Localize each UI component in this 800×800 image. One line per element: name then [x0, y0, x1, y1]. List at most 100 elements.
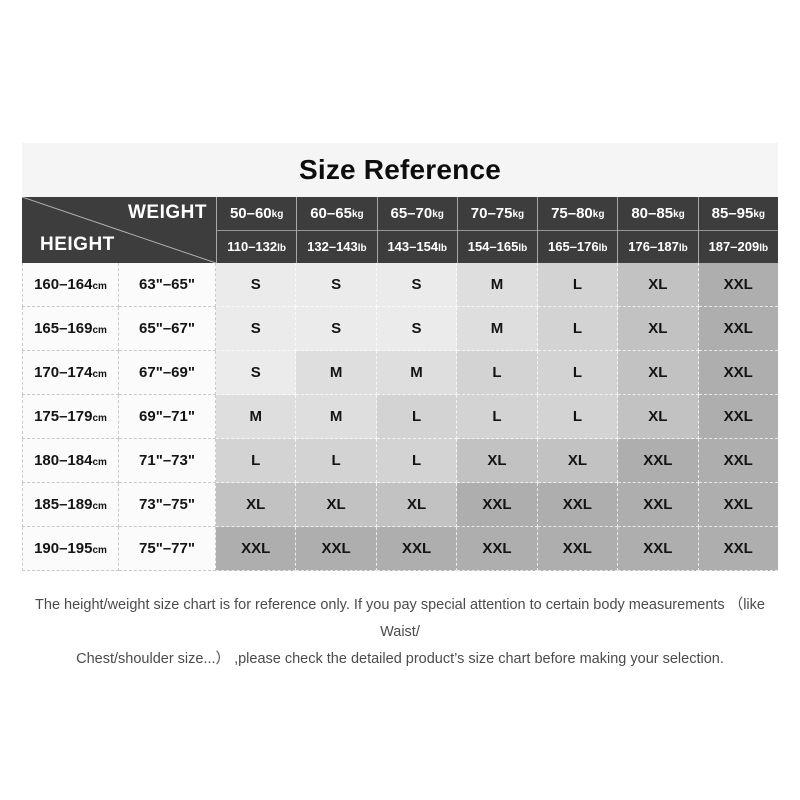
size-cell: L: [537, 263, 619, 307]
size-cell: XXL: [698, 527, 778, 571]
size-cell: XL: [618, 263, 699, 307]
size-cell: XL: [296, 483, 377, 527]
size-cell: XL: [537, 439, 619, 483]
size-cell: XXL: [698, 307, 778, 351]
size-cell: M: [296, 351, 377, 395]
table-row: 180–184 cm 71"–73" L L L XL XL XXL XXL: [22, 439, 778, 483]
table-header: WEIGHT HEIGHT 50–60 kg 110–132 lb 60–65 kg 132…: [22, 197, 778, 263]
weight-columns: 50–60 kg 110–132 lb 60–65 kg 132–143 lb 65–70 kg 1…: [216, 197, 778, 263]
size-cell: XXL: [698, 483, 778, 527]
size-cell: XXL: [618, 483, 699, 527]
height-cm-cell: 160–164 cm: [22, 263, 119, 307]
weight-kg-value: 50–60 kg: [217, 197, 297, 231]
size-cell: L: [537, 395, 619, 439]
size-cell: XXL: [296, 527, 377, 571]
size-cell: M: [376, 351, 458, 395]
height-axis-label: HEIGHT: [40, 234, 115, 255]
size-cell: XXL: [618, 439, 699, 483]
weight-column: 80–85 kg 176–187 lb: [617, 197, 698, 263]
weight-lb-value: 154–165 lb: [467, 239, 528, 255]
size-cell: XL: [618, 307, 699, 351]
weight-kg-value: 75–80 kg: [538, 197, 618, 231]
size-cell: XXL: [457, 527, 538, 571]
size-cell: XXL: [618, 527, 699, 571]
table-row: 185–189 cm 73"–75" XL XL XL XXL XXL XXL XXL: [22, 483, 778, 527]
weight-kg-value: 85–95 kg: [698, 197, 778, 231]
weight-column: 65–70 kg 143–154 lb: [376, 197, 457, 263]
table-body: 160–164 cm 63"–65" S S S M L XL XXL 165–169 cm 65"–6…: [22, 263, 778, 571]
size-cell: L: [537, 351, 619, 395]
size-cell: XXL: [698, 351, 778, 395]
weight-kg-value: 80–85 kg: [618, 197, 698, 231]
height-cm-cell: 165–169 cm: [22, 307, 119, 351]
size-cell: XL: [376, 483, 458, 527]
height-in-cell: 71"–73": [119, 439, 216, 483]
size-cell: L: [296, 439, 377, 483]
weight-kg-value: 70–75 kg: [457, 197, 538, 231]
weight-kg-value: 65–70 kg: [377, 197, 457, 231]
table-row: 165–169 cm 65"–67" S S S M L XL XXL: [22, 307, 778, 351]
table-row: 190–195 cm 75"–77" XXL XXL XXL XXL XXL XXL XXL: [22, 527, 778, 571]
size-cell: XL: [618, 395, 699, 439]
size-cell: XXL: [376, 527, 458, 571]
weight-column: 70–75 kg 154–165 lb: [456, 197, 538, 263]
height-in-cell: 63"–65": [119, 263, 216, 307]
height-cm-cell: 185–189 cm: [22, 483, 119, 527]
footer-note: The height/weight size chart is for refe…: [28, 592, 772, 673]
height-cm-cell: 170–174 cm: [22, 351, 119, 395]
diagonal-line: [22, 197, 216, 263]
table-row: 160–164 cm 63"–65" S S S M L XL XXL: [22, 263, 778, 307]
size-cell: XXL: [698, 439, 778, 483]
weight-column: 75–80 kg 165–176 lb: [537, 197, 618, 263]
size-cell: XXL: [698, 395, 778, 439]
weight-kg-value: 60–65 kg: [297, 197, 377, 231]
size-cell: XXL: [537, 483, 619, 527]
footer-line-1: The height/weight size chart is for refe…: [35, 597, 765, 640]
diagonal-header-cell: WEIGHT HEIGHT: [22, 197, 216, 263]
weight-axis-label: WEIGHT: [128, 202, 207, 223]
weight-column: 85–95 kg 187–209 lb: [697, 197, 778, 263]
size-cell: S: [216, 351, 297, 395]
size-cell: XXL: [457, 483, 538, 527]
height-in-cell: 69"–71": [119, 395, 216, 439]
size-cell: S: [376, 263, 458, 307]
size-cell: L: [537, 307, 619, 351]
size-cell: S: [296, 307, 377, 351]
size-cell: S: [216, 307, 297, 351]
size-cell: M: [457, 307, 538, 351]
size-cell: XL: [216, 483, 297, 527]
size-cell: S: [216, 263, 297, 307]
weight-lb-value: 110–132 lb: [227, 239, 287, 255]
table-row: 170–174 cm 67"–69" S M M L L XL XXL: [22, 351, 778, 395]
footer-line-2: Chest/shoulder size...） ,please check th…: [76, 651, 724, 667]
size-cell: XXL: [216, 527, 297, 571]
size-cell: M: [216, 395, 297, 439]
size-cell: XL: [457, 439, 538, 483]
size-cell: L: [457, 351, 538, 395]
height-cm-cell: 175–179 cm: [22, 395, 119, 439]
height-in-cell: 65"–67": [119, 307, 216, 351]
weight-lb-value: 132–143 lb: [307, 239, 367, 255]
height-cm-cell: 190–195 cm: [22, 527, 119, 571]
size-cell: XXL: [698, 263, 778, 307]
size-cell: L: [216, 439, 297, 483]
height-in-cell: 75"–77": [119, 527, 216, 571]
size-cell: XXL: [537, 527, 619, 571]
height-in-cell: 73"–75": [119, 483, 216, 527]
weight-column: 50–60 kg 110–132 lb: [216, 197, 297, 263]
weight-lb-value: 165–176 lb: [548, 239, 608, 255]
page-title: Size Reference: [298, 154, 501, 185]
height-in-cell: 67"–69": [119, 351, 216, 395]
table-row: 175–179 cm 69"–71" M M L L L XL XXL: [22, 395, 778, 439]
title-band: Size Reference: [22, 143, 778, 197]
weight-lb-value: 143–154 lb: [387, 239, 447, 255]
size-cell: S: [296, 263, 377, 307]
height-cm-cell: 180–184 cm: [22, 439, 119, 483]
size-cell: L: [457, 395, 538, 439]
size-cell: M: [457, 263, 538, 307]
weight-lb-value: 176–187 lb: [628, 239, 688, 255]
size-cell: L: [376, 439, 458, 483]
weight-lb-value: 187–209 lb: [708, 239, 769, 255]
weight-column: 60–65 kg 132–143 lb: [296, 197, 377, 263]
size-cell: L: [376, 395, 458, 439]
